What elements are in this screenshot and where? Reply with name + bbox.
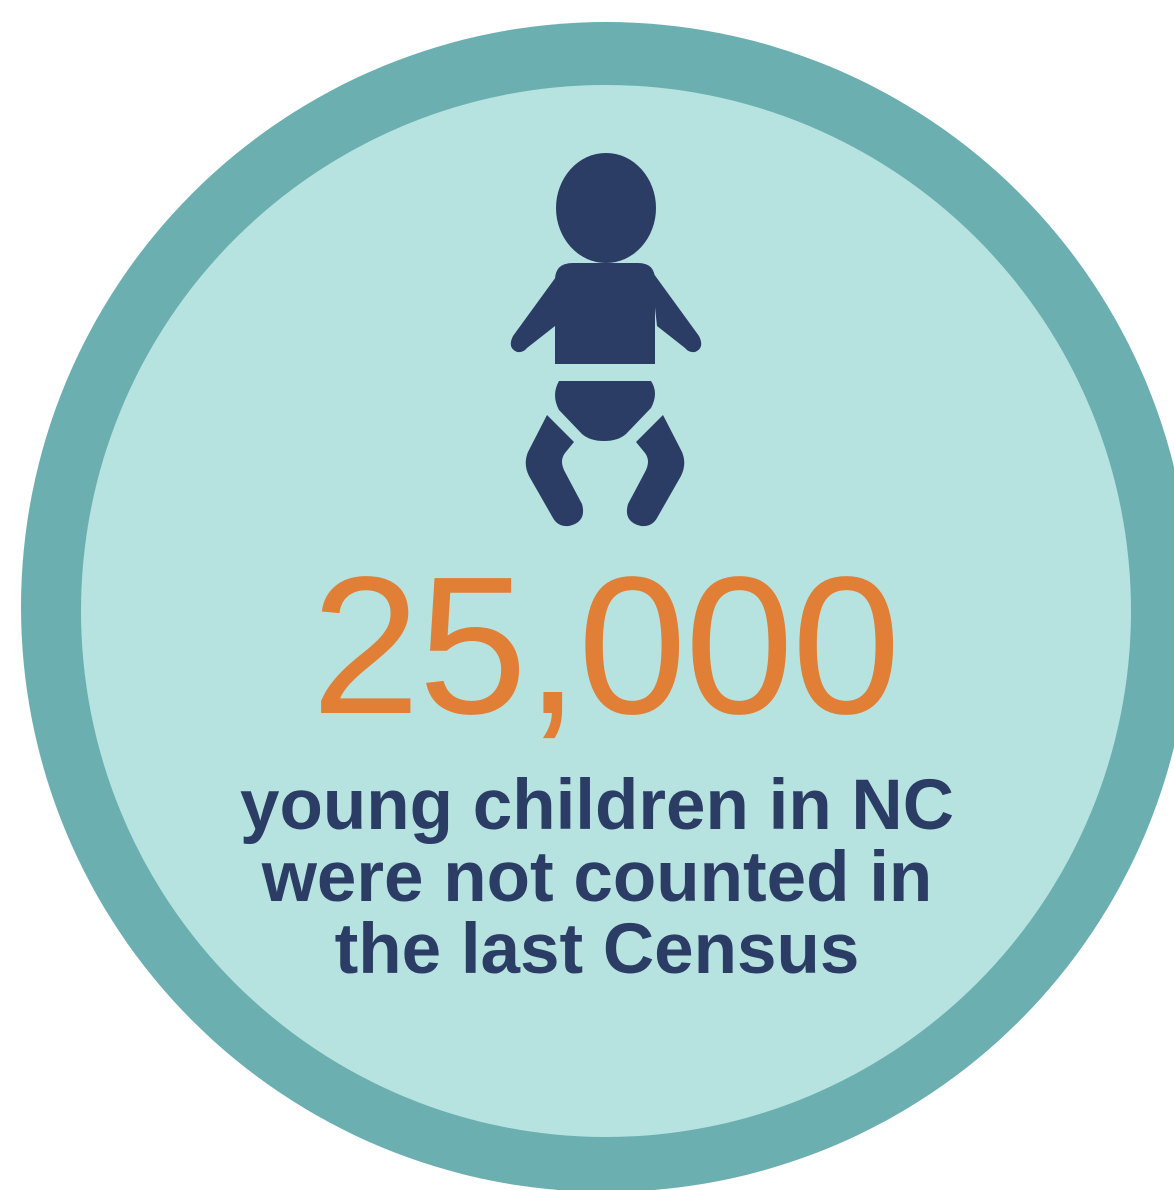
caption-line-1: young children in NC — [240, 766, 954, 845]
caption-line-3: the last Census — [334, 910, 860, 989]
baby-icon — [510, 153, 702, 527]
caption-line-2: were not counted in — [261, 838, 933, 917]
caption: young children in NC were not counted in… — [10, 770, 1174, 986]
stat-value: 25,000 — [311, 536, 900, 755]
